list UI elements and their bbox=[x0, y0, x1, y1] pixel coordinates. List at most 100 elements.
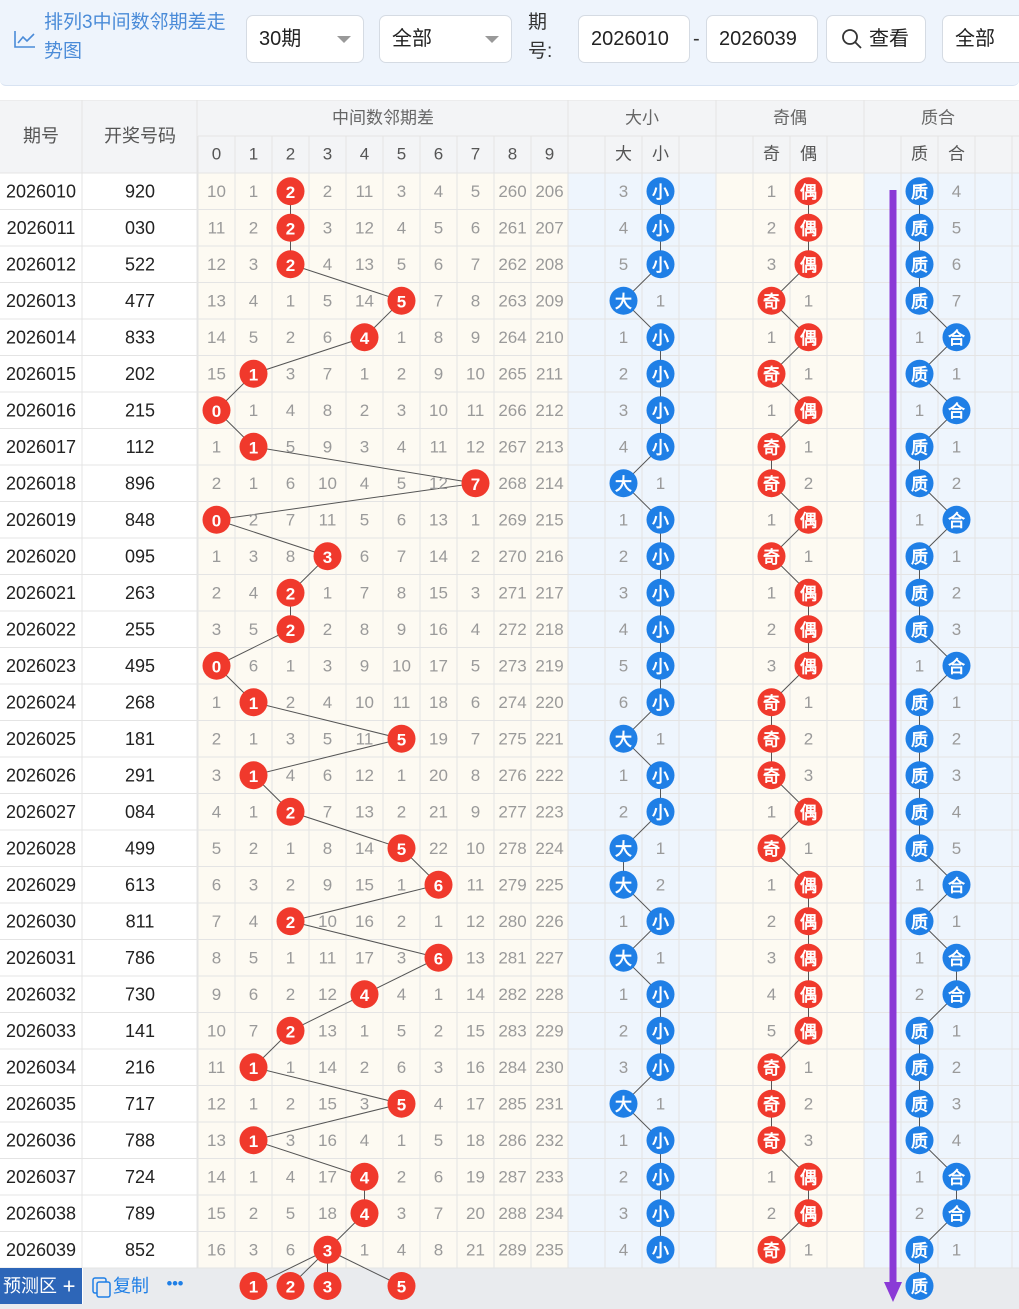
diff-hit-ball-text: 2 bbox=[286, 1022, 295, 1041]
diff-cell: 4 bbox=[249, 291, 258, 310]
diff-hit-ball-text: 1 bbox=[249, 365, 258, 384]
diff-cell: 1 bbox=[360, 364, 369, 383]
issue-cell: 2026011 bbox=[7, 218, 76, 238]
diff-hit-ball bbox=[239, 1126, 268, 1155]
prime-hit-ball bbox=[942, 870, 971, 899]
parity-hit-ball-text: 偶 bbox=[800, 1167, 817, 1187]
parity-miss-count: 1 bbox=[767, 182, 776, 201]
filter-select[interactable]: 全部 bbox=[942, 15, 1019, 63]
diff-cell: 217 bbox=[535, 583, 563, 602]
header-diff-digit: 0 bbox=[212, 145, 221, 164]
diff-cell: 5 bbox=[249, 328, 258, 347]
parity-hit-ball-text: 偶 bbox=[800, 656, 817, 676]
diff-cell: 2 bbox=[397, 1167, 406, 1186]
diff-hit-ball bbox=[239, 688, 268, 717]
diff-cell: 14 bbox=[429, 547, 448, 566]
issue-cell: 2026029 bbox=[6, 875, 76, 895]
prime-miss-count: 6 bbox=[952, 255, 961, 274]
diff-cell: 12 bbox=[355, 766, 374, 785]
number-cell: 717 bbox=[125, 1094, 155, 1114]
diff-hit-ball-text: 1 bbox=[249, 1132, 258, 1151]
diff-cell: 286 bbox=[498, 1131, 526, 1150]
prime-hit-ball bbox=[905, 432, 934, 461]
diff-cell: 15 bbox=[466, 1021, 485, 1040]
number-cell: 788 bbox=[125, 1130, 155, 1150]
diff-cell: 19 bbox=[429, 729, 448, 748]
chevron-down-icon bbox=[337, 36, 351, 43]
parity-hit-ball bbox=[794, 323, 823, 352]
size-hit-ball bbox=[609, 1089, 638, 1118]
issue-to-input[interactable]: 2026039 bbox=[706, 15, 818, 63]
diff-cell: 221 bbox=[535, 729, 563, 748]
diff-cell: 10 bbox=[392, 656, 411, 675]
diff-hit-ball-text: 2 bbox=[286, 219, 295, 238]
size-hit-ball-text: 小 bbox=[652, 803, 669, 822]
diff-cell: 15 bbox=[355, 875, 374, 894]
prime-hit-ball-text: 合 bbox=[948, 510, 966, 530]
diff-cell: 3 bbox=[397, 1204, 406, 1223]
copy-icon-front[interactable] bbox=[96, 1281, 111, 1298]
period-select[interactable]: 30期 bbox=[246, 15, 364, 63]
predict-zone-button[interactable] bbox=[0, 1268, 82, 1304]
diff-cell: 15 bbox=[207, 364, 226, 383]
diff-cell: 4 bbox=[434, 1094, 443, 1113]
parity-miss-count: 3 bbox=[767, 656, 776, 675]
predict-ball-text: 1 bbox=[249, 1278, 258, 1297]
prime-hit-ball bbox=[942, 980, 971, 1009]
diff-cell: 4 bbox=[286, 1167, 295, 1186]
more-icon[interactable]: ••• bbox=[167, 1276, 184, 1293]
size-miss-count: 3 bbox=[619, 182, 628, 201]
diff-cell: 17 bbox=[355, 948, 374, 967]
size-miss-count: 5 bbox=[619, 255, 628, 274]
size-hit-ball bbox=[646, 1053, 675, 1082]
type-select[interactable]: 全部 bbox=[379, 15, 512, 63]
diff-cell: 2 bbox=[323, 620, 332, 639]
prime-hit-ball-text: 质 bbox=[911, 219, 928, 238]
diff-cell: 10 bbox=[466, 364, 485, 383]
diff-cell: 8 bbox=[360, 620, 369, 639]
diff-cell: 5 bbox=[397, 1021, 406, 1040]
header-diff-digit: 8 bbox=[508, 145, 517, 164]
diff-cell: 272 bbox=[498, 620, 526, 639]
size-hit-ball bbox=[646, 907, 675, 936]
view-button[interactable]: 查看 bbox=[826, 15, 926, 63]
diff-hit-ball bbox=[239, 761, 268, 790]
size-miss-count: 1 bbox=[656, 948, 665, 967]
prime-hit-ball-text: 质 bbox=[911, 730, 928, 749]
parity-hit-ball-text: 奇 bbox=[763, 547, 780, 567]
diff-cell: 1 bbox=[471, 510, 480, 529]
prime-hit-ball-text: 质 bbox=[911, 438, 928, 457]
diff-cell: 15 bbox=[318, 1094, 337, 1113]
copy-button[interactable]: 复制 bbox=[113, 1276, 149, 1296]
prime-hit-ball-text: 质 bbox=[911, 803, 928, 822]
diff-cell: 265 bbox=[498, 364, 526, 383]
diff-hit-ball-text: 2 bbox=[286, 803, 295, 822]
parity-hit-ball-text: 奇 bbox=[763, 1094, 780, 1114]
plus-icon[interactable]: + bbox=[63, 1274, 76, 1299]
issue-from-input[interactable]: 2026010 bbox=[578, 15, 690, 63]
prime-hit-ball bbox=[905, 834, 934, 863]
size-hit-ball-text: 小 bbox=[652, 329, 669, 348]
diff-cell: 7 bbox=[471, 729, 480, 748]
size-hit-ball bbox=[646, 1199, 675, 1228]
header-diff-digit: 5 bbox=[397, 145, 406, 164]
predict-prime-ball-text: 质 bbox=[911, 1278, 928, 1297]
header-number: 开奖号码 bbox=[104, 126, 176, 146]
diff-cell: 15 bbox=[207, 1204, 226, 1223]
diff-cell: 4 bbox=[360, 474, 369, 493]
size-hit-ball-text: 小 bbox=[652, 1168, 669, 1187]
diff-cell: 5 bbox=[471, 656, 480, 675]
diff-hit-ball-text: 0 bbox=[212, 511, 221, 530]
diff-hit-ball bbox=[276, 797, 305, 826]
size-hit-ball-text: 小 bbox=[652, 621, 669, 640]
diff-cell: 16 bbox=[318, 1131, 337, 1150]
diff-cell: 12 bbox=[355, 218, 374, 237]
prime-hit-ball bbox=[905, 615, 934, 644]
size-miss-count: 6 bbox=[619, 693, 628, 712]
size-miss-count: 4 bbox=[619, 620, 628, 639]
issue-cell: 2026010 bbox=[6, 181, 76, 201]
predict-ball-text: 2 bbox=[286, 1278, 295, 1297]
predict-zone-label[interactable]: 预测区 bbox=[3, 1276, 57, 1296]
range-dash: - bbox=[693, 28, 700, 50]
parity-hit-ball bbox=[757, 432, 786, 461]
